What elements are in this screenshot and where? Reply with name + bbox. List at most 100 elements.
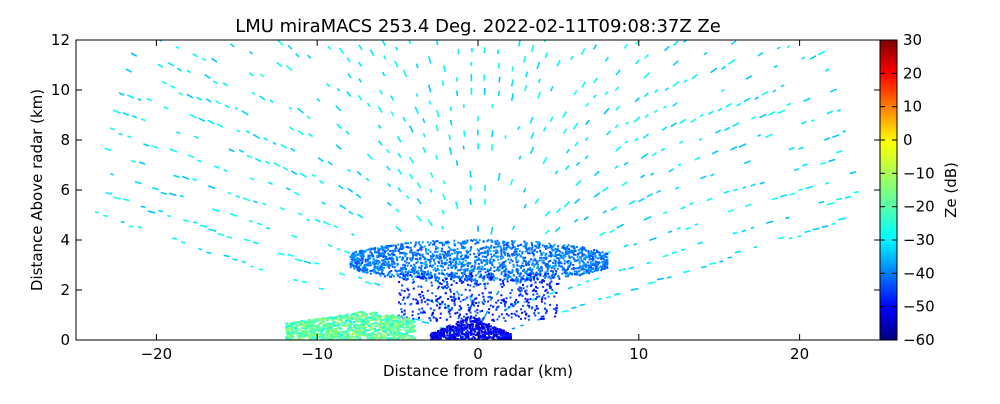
ze-sample [547,266,549,268]
ze-sample [508,306,510,308]
ze-sample [339,185,343,188]
ze-sample [507,277,509,279]
ze-sample [371,323,374,325]
ze-sample [391,263,393,265]
ze-sample [512,226,514,230]
ze-sample [451,300,453,302]
ze-sample [405,326,408,328]
ze-sample [554,260,556,262]
ze-sample [371,335,374,337]
ze-sample [845,197,851,199]
ze-sample [339,48,343,53]
ze-sample [398,153,401,157]
ze-sample [428,317,430,319]
ze-sample [547,268,549,270]
ze-sample [422,241,424,243]
ze-sample [481,321,483,323]
ze-sample [401,269,403,271]
ze-sample [424,301,426,303]
ze-sample [563,111,567,117]
ze-sample [312,174,315,176]
y-tick-label: 0 [60,331,70,349]
ze-sample [337,333,340,335]
ze-sample [746,76,751,79]
ze-sample [453,337,455,339]
ze-sample [126,69,132,72]
ze-sample [380,265,382,267]
ze-sample [448,311,450,313]
ze-sample [483,241,485,243]
ze-sample [474,320,476,322]
ze-sample [459,329,461,331]
ze-sample [540,254,542,256]
ze-sample [568,255,570,257]
ze-sample [596,261,598,263]
ze-sample [531,244,533,246]
ze-sample [484,268,486,270]
ze-sample [564,201,570,206]
ze-sample [418,308,420,310]
ze-sample [319,327,322,329]
ze-sample [376,251,378,253]
ze-sample [392,329,395,331]
ze-sample [430,242,432,244]
ze-sample [158,211,162,212]
ze-sample [491,227,492,235]
ze-sample [417,249,419,251]
ze-sample [680,119,686,123]
ze-sample [414,251,416,253]
ze-sample [458,276,460,278]
ze-sample [430,255,432,257]
colorbar-tick-label: 0 [903,131,913,149]
ze-sample [442,81,443,86]
ze-sample [414,246,416,248]
ze-sample [555,254,557,256]
ze-sample [451,276,453,278]
ze-sample [700,176,706,179]
ze-sample [420,255,422,257]
ze-sample [347,320,350,322]
ze-sample [504,254,506,256]
ze-sample [361,257,363,259]
ze-sample [534,281,536,283]
ze-sample [474,263,476,265]
ze-sample [460,280,462,282]
ze-sample [615,87,618,91]
ze-sample [466,317,468,319]
ze-sample [529,267,531,269]
ze-sample [431,292,433,294]
ze-sample [462,338,464,340]
ze-sample [548,243,550,245]
ze-sample [493,279,495,281]
ze-sample [548,261,550,263]
ze-sample [268,182,272,184]
ze-sample [387,149,390,153]
ze-sample [363,250,365,252]
ze-sample [420,270,422,272]
ze-sample [429,85,431,93]
ze-sample [301,322,304,324]
ze-sample [250,178,254,180]
ze-sample [351,234,354,236]
ze-sample [310,324,313,326]
ze-sample [596,263,598,265]
ze-sample [675,187,679,189]
ze-sample [456,312,458,314]
ze-sample [524,204,526,208]
ze-sample [597,268,599,270]
ze-sample [504,309,506,311]
ze-sample [526,279,528,281]
ze-sample [420,286,422,288]
y-axis-label: Distance Above radar (km) [28,89,46,291]
ze-sample [430,272,432,274]
ze-sample [589,256,591,258]
ze-sample [417,300,419,302]
ze-sample [327,84,330,87]
ze-sample [385,314,388,316]
ze-sample [475,274,477,276]
ze-sample [594,78,597,83]
ze-sample [502,242,504,244]
ze-sample [365,282,371,284]
ze-sample [387,327,390,329]
ze-sample [213,209,220,211]
